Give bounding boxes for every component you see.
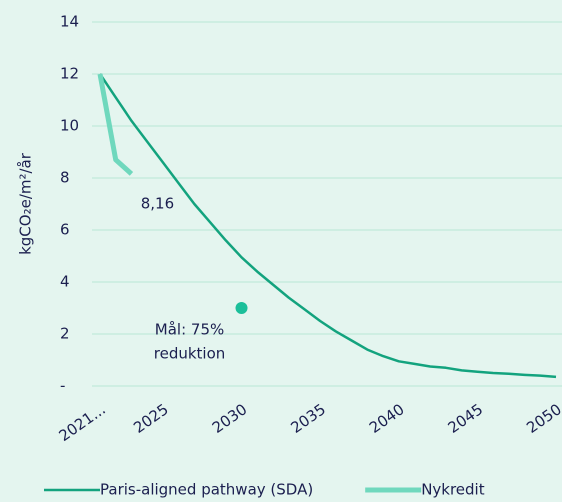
y-tick-label: 14 (60, 13, 79, 31)
data-label: 8,16 (141, 194, 174, 212)
legend-label: Nykredit (421, 481, 485, 499)
y-tick-label: 8 (60, 169, 70, 187)
y-tick-label: 2 (60, 325, 70, 343)
y-tick-label: 6 (60, 221, 70, 239)
y-tick-label: 12 (60, 65, 79, 83)
target-label: reduktion (154, 345, 226, 363)
series-line (97, 73, 134, 176)
legend-label: Paris-aligned pathway (SDA) (100, 481, 313, 499)
target-label: Mål: 75% (155, 321, 224, 339)
y-tick-label: 4 (60, 273, 70, 291)
y-tick-label: - (60, 377, 65, 395)
target-point (235, 302, 248, 314)
y-axis-label: kgCO₂e/m²/år (17, 152, 35, 255)
y-tick-label: 10 (60, 117, 79, 135)
series-line (98, 73, 557, 379)
